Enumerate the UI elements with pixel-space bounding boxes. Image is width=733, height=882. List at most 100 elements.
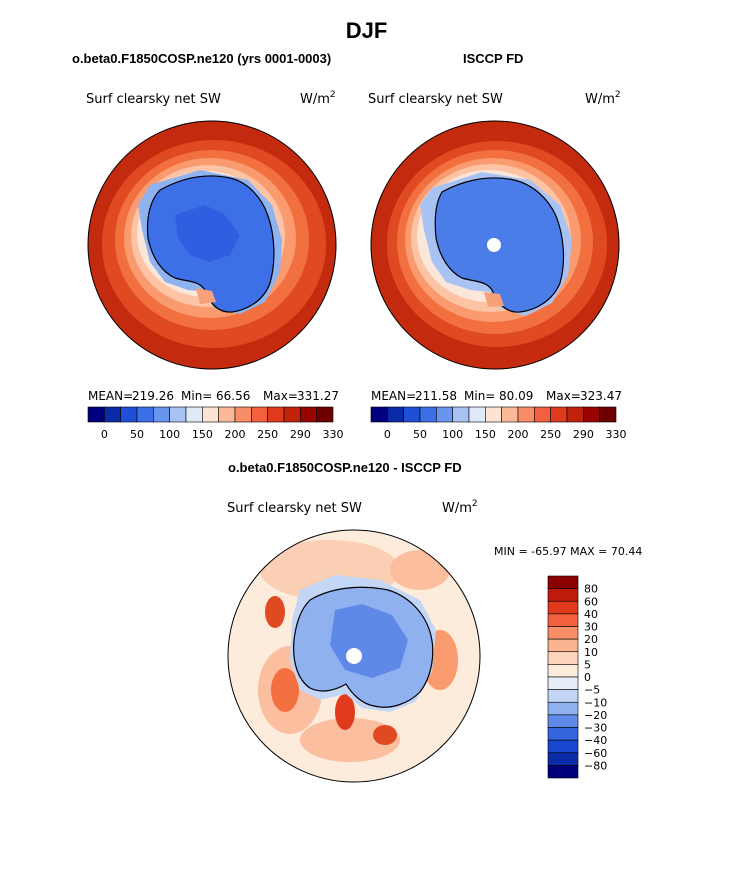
panel3-blob-ne: [390, 550, 450, 590]
panel1-colorbar-swatch: [234, 406, 252, 423]
panel2-map-border: [370, 120, 620, 370]
panel3-colorbar-swatch: [547, 714, 579, 728]
panel3-blob-peninsula-hot: [265, 596, 285, 628]
panel3-colorbar-label: 5: [584, 658, 591, 671]
panel2-stats-min-label: Min=: [464, 389, 495, 403]
panel1-colorbar-label: 200: [225, 428, 246, 441]
panel1-stats-max-label: Max=: [263, 389, 298, 403]
panel3-colorbar-label: −80: [584, 759, 607, 772]
panel1-units-base: W/m: [300, 92, 330, 107]
panel3-colorbar-swatch: [547, 600, 579, 615]
panel3-colorbar-swatch: [547, 575, 579, 589]
panel3-colorbar-swatch: [547, 765, 579, 779]
panel2-colorbar-swatch: [599, 406, 617, 423]
panel1-stats-min: 66.56: [216, 389, 250, 403]
panel2-stats-mean: 211.58: [415, 389, 457, 403]
panel1-colorbar-label: 50: [130, 428, 144, 441]
panel3-colorbar-label: 20: [584, 633, 598, 646]
panel1-colorbar: 0 50 100 150 200 250 290 330: [87, 406, 344, 441]
panel2-variable: Surf clearsky net SW: [368, 92, 503, 107]
panel1-colorbar-swatch: [202, 406, 219, 423]
panel2-units-exp: 2: [615, 90, 621, 100]
panel3-colorbar-swatch: [547, 752, 579, 766]
panel1-map-border: [87, 120, 337, 370]
panel3-units-base: W/m: [442, 501, 472, 516]
panel2-colorbar-swatch: [419, 406, 437, 423]
panel1-stats-max: 331.27: [297, 389, 339, 403]
panel1-colorbar-swatch: [316, 406, 334, 423]
panel1-stats-mean-label: MEAN=: [88, 389, 133, 403]
panel2-stats-max: 323.47: [580, 389, 622, 403]
panel2-colorbar-swatch: [517, 406, 535, 423]
panel2-colorbar-swatch: [370, 406, 388, 423]
panel3-blob-ross-hot: [335, 694, 355, 730]
panel3-colorbar-swatch: [547, 638, 579, 653]
panel3-colorbar-label: −20: [584, 709, 607, 722]
panel1-colorbar-label: 100: [159, 428, 180, 441]
panel2-colorbar-label: 150: [475, 428, 496, 441]
panel3-colorbar-label: 80: [584, 583, 598, 596]
panel3-colorbar-swatch: [547, 626, 579, 640]
panel2-case-title: ISCCP FD: [463, 51, 524, 66]
panel2-pole-hole: [487, 238, 501, 252]
panel3-colorbar-label: 30: [584, 621, 598, 634]
panel1-units: W/m2: [300, 90, 336, 107]
panel2-map: [371, 121, 619, 369]
panel1-colorbar-swatch: [267, 406, 285, 423]
panel3-blob-west-hot: [271, 668, 299, 712]
panel1-colorbar-label: 0: [101, 428, 108, 441]
panel1-colorbar-label: 150: [192, 428, 213, 441]
panel3-colorbar-label: −10: [584, 696, 607, 709]
panel3-map: [228, 530, 480, 782]
panel1-stats-min-label: Min=: [181, 389, 212, 403]
panel3-colorbar-label: −30: [584, 722, 607, 735]
panel1-case-title: o.beta0.F1850COSP.ne120 (yrs 0001-0003): [72, 51, 332, 66]
panel2-colorbar-swatch: [485, 406, 502, 423]
panel3-blob-south-hot: [373, 725, 397, 745]
panel3-colorbar-swatch: [547, 689, 579, 703]
panel1-stats: MEAN= 219.26 Min= 66.56 Max= 331.27: [88, 389, 339, 403]
panel3-stats: MIN = -65.97 MAX = 70.44: [494, 545, 642, 558]
panel2-colorbar-swatch: [566, 406, 584, 423]
panel2-colorbar-label: 200: [508, 428, 529, 441]
panel3-pole-hole: [346, 648, 362, 664]
panel1-colorbar-swatch: [169, 406, 187, 423]
panel2-colorbar-label: 100: [442, 428, 463, 441]
panel2-colorbar-label: 250: [540, 428, 561, 441]
panel2-colorbar-swatch: [583, 406, 600, 423]
panel3-colorbar-label: −60: [584, 747, 607, 760]
panel2-units-base: W/m: [585, 92, 615, 107]
panel1-header: Surf clearsky net SW W/m2: [86, 90, 336, 107]
panel3-colorbar-swatch: [547, 676, 579, 690]
panel2-colorbar: 0 50 100 150 200 250 290 330: [370, 406, 627, 441]
panel2-colorbar-swatch: [387, 406, 404, 423]
panel2-colorbar-label: 330: [606, 428, 627, 441]
panel2-colorbar-swatch: [550, 406, 568, 423]
panel1-stats-mean: 219.26: [132, 389, 174, 403]
panel2-colorbar-swatch: [436, 406, 453, 423]
panel2-colorbar-swatch: [534, 406, 551, 423]
panel2-colorbar-swatch: [468, 406, 486, 423]
panel3-colorbar-swatch: [547, 739, 579, 754]
panel1-colorbar-swatch: [185, 406, 203, 423]
panel3-colorbar-swatch: [547, 588, 579, 602]
panel1-colorbar-swatch: [104, 406, 121, 423]
panel3-header: Surf clearsky net SW W/m2 MIN = -65.97 M…: [227, 499, 642, 558]
panel3-map-border: [227, 529, 481, 783]
panel1-colorbar-swatch: [87, 406, 105, 423]
panel2-stats-min: 80.09: [499, 389, 533, 403]
panel1-colorbar-swatch: [136, 406, 154, 423]
panel1-interior-low: [175, 205, 240, 262]
panel3-case-title: o.beta0.F1850COSP.ne120 - ISCCP FD: [228, 460, 462, 475]
panel1-colorbar-label: 250: [257, 428, 278, 441]
panel3-units-exp: 2: [472, 499, 478, 509]
panel3-colorbar-label: −5: [584, 684, 600, 697]
panel2-colorbar-swatch: [501, 406, 519, 423]
panel2-header: Surf clearsky net SW W/m2: [368, 90, 621, 107]
panel3-colorbar-label: 0: [584, 671, 591, 684]
panel3-colorbar-label: −40: [584, 734, 607, 747]
panel2-stats-max-label: Max=: [546, 389, 581, 403]
panel2-ross-shelf: [484, 292, 504, 307]
